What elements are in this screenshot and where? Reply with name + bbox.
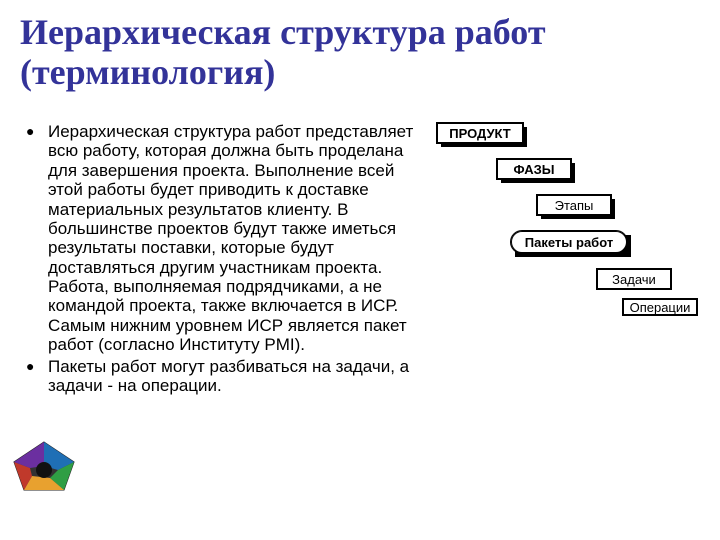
diagram-node-stages: Этапы xyxy=(536,194,612,216)
bullet-list: Иерархическая структура работ представля… xyxy=(20,122,420,395)
list-item: Пакеты работ могут разбиваться на задачи… xyxy=(20,357,420,396)
body-text: Иерархическая структура работ представля… xyxy=(20,122,420,397)
bullet-text: Пакеты работ могут разбиваться на задачи… xyxy=(48,357,409,395)
diagram-node-tasks: Задачи xyxy=(596,268,672,290)
bullet-text: Иерархическая структура работ представля… xyxy=(48,122,413,354)
hierarchy-diagram: ПРОДУКТФАЗЫЭтапыПакеты работЗадачиОперац… xyxy=(436,122,698,312)
diagram-node-phases: ФАЗЫ xyxy=(496,158,572,180)
list-item: Иерархическая структура работ представля… xyxy=(20,122,420,355)
page-title: Иерархическая структура работ (терминоло… xyxy=(20,12,580,93)
diagram-node-operations: Операции xyxy=(622,298,698,316)
diagram-node-product: ПРОДУКТ xyxy=(436,122,524,144)
decorative-pentagon-icon xyxy=(10,440,78,492)
diagram-node-packages: Пакеты работ xyxy=(510,230,628,254)
